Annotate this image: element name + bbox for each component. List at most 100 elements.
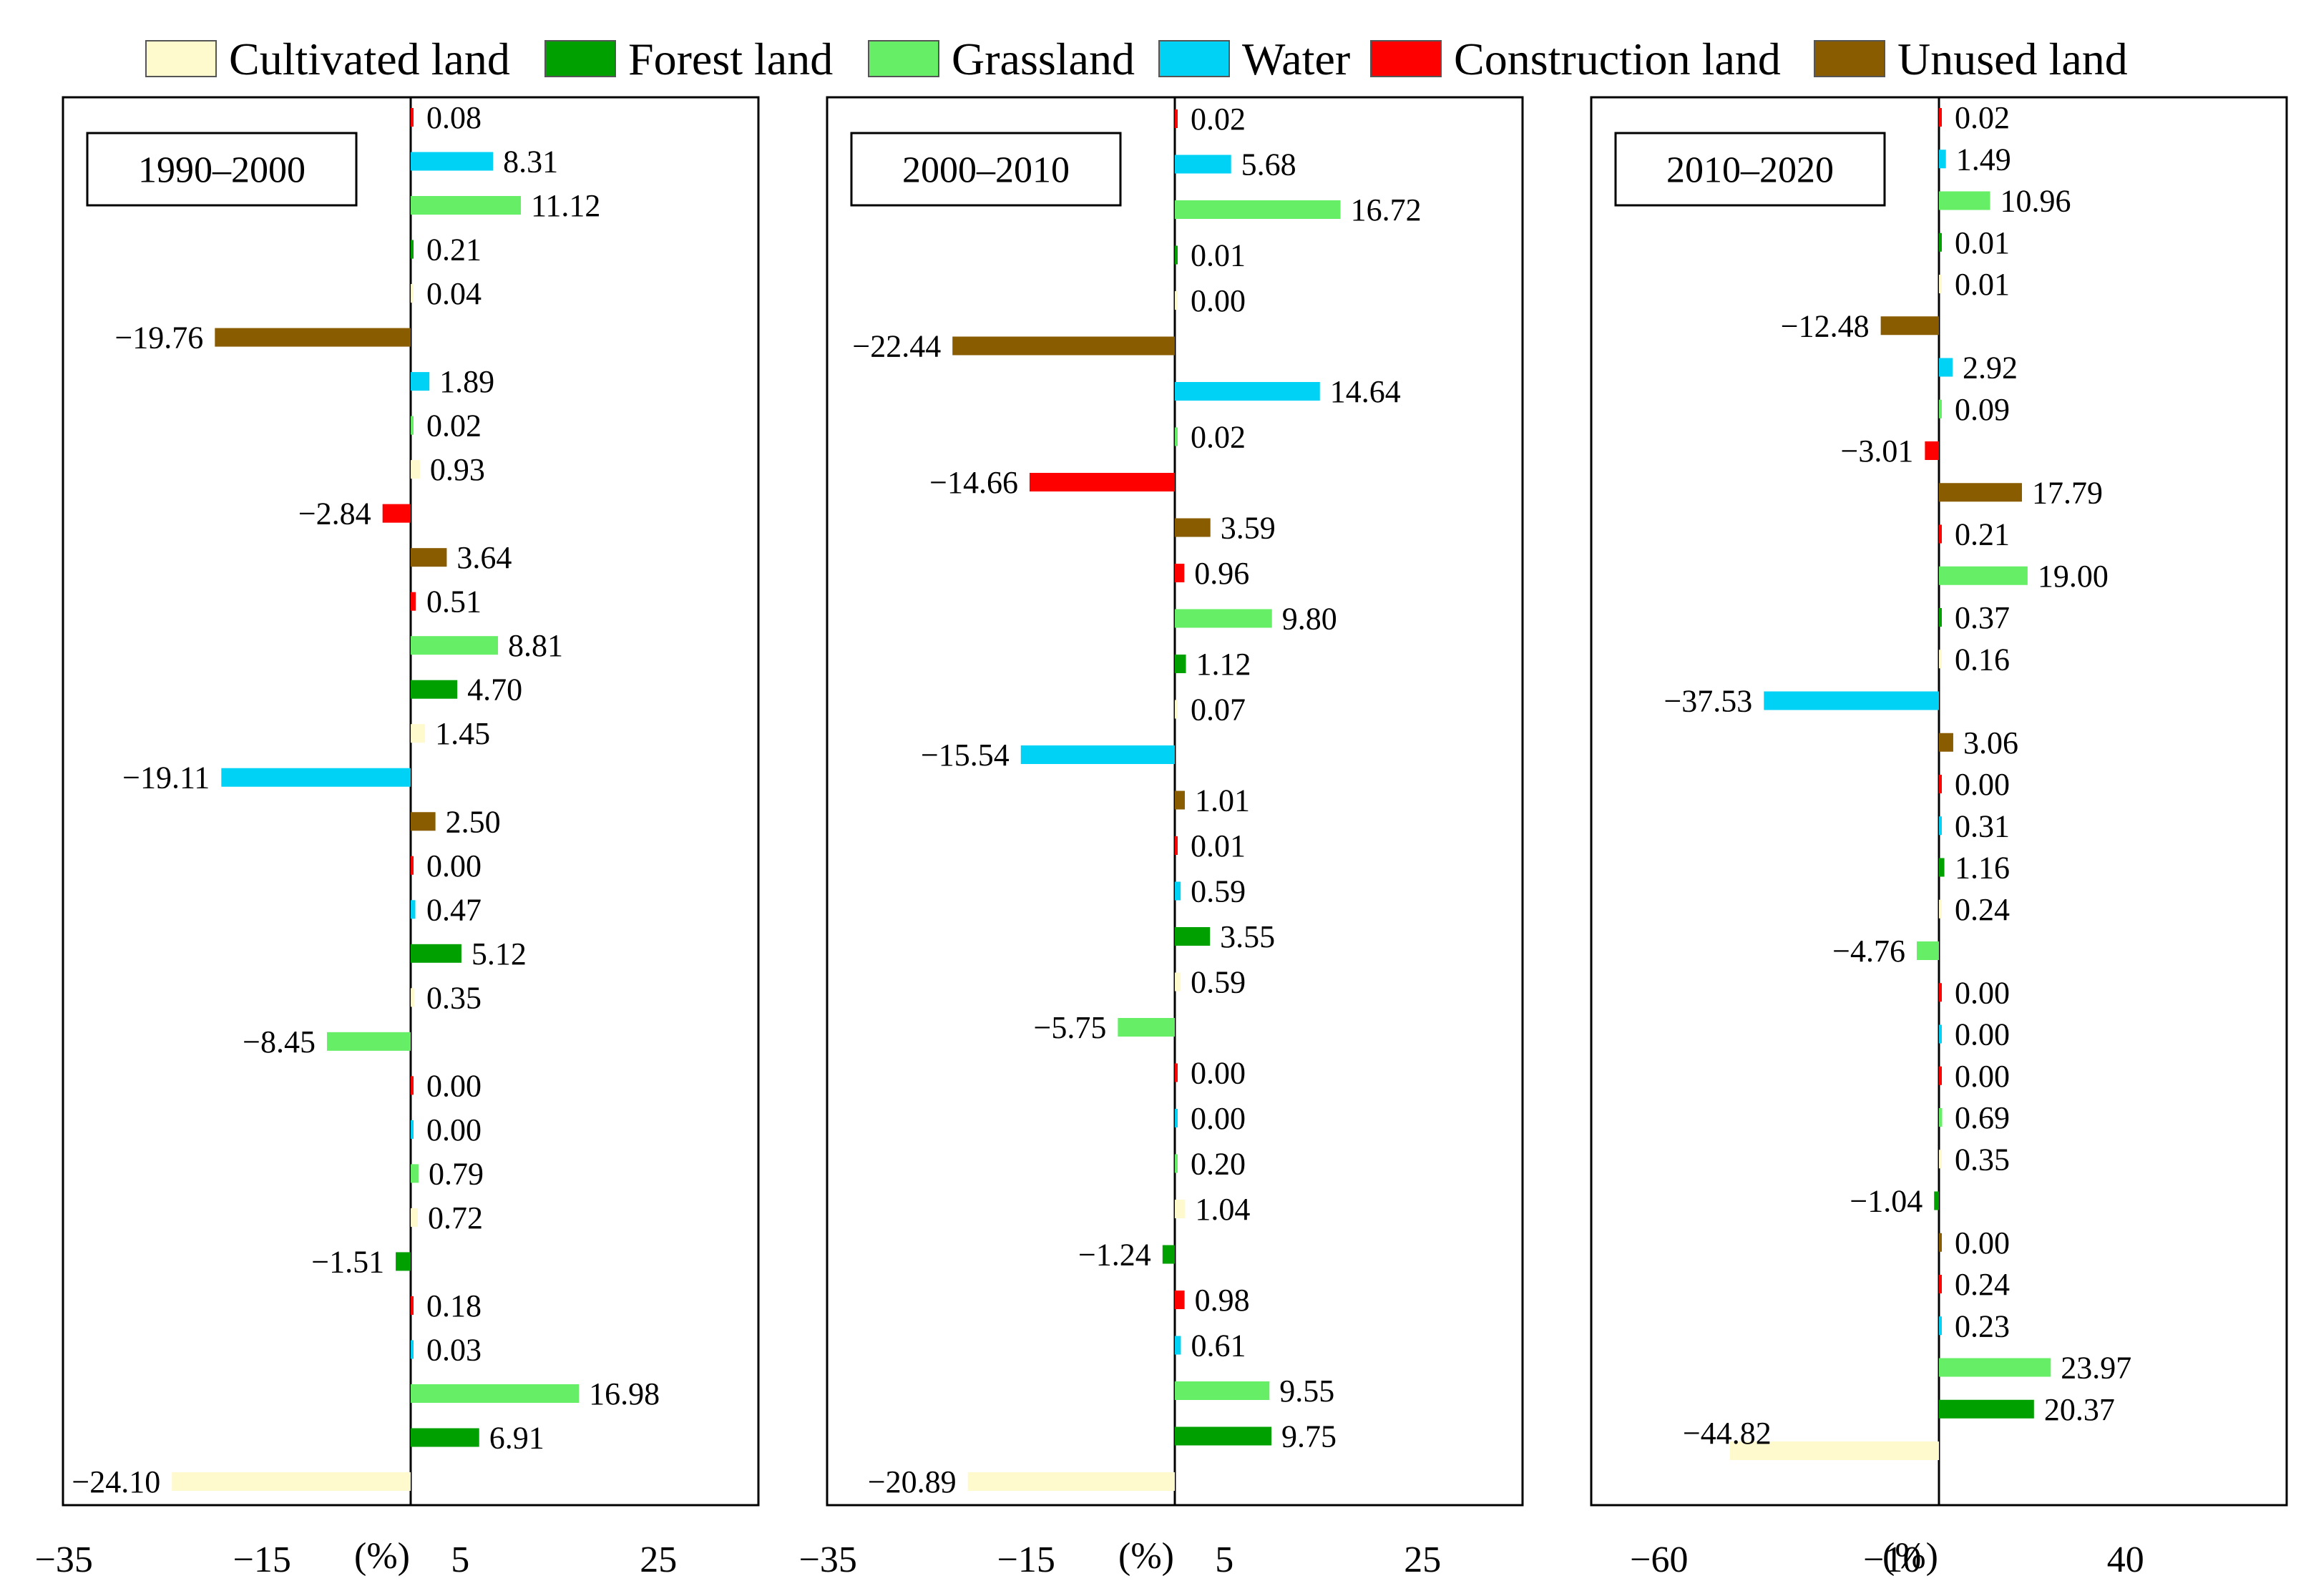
bar-value-label: 0.59 — [1191, 874, 1246, 909]
bar-grassland — [326, 1032, 411, 1051]
legend-label-construction: Construction land — [1454, 34, 1781, 84]
x-tick-label: −15 — [233, 1539, 291, 1580]
bar-value-label: 0.08 — [426, 100, 482, 135]
bar-forest — [411, 680, 458, 699]
bar-forest — [411, 240, 414, 259]
legend-label-grassland: Grassland — [952, 34, 1135, 84]
bar-value-label: 2.92 — [1963, 351, 2018, 386]
bar-value-label: 0.51 — [426, 584, 482, 620]
bar-construction — [1175, 564, 1185, 582]
bar-construction — [411, 856, 414, 875]
bar-construction — [1939, 983, 1942, 1002]
bar-value-label: 19.00 — [2038, 559, 2109, 594]
bar-grassland — [1175, 1381, 1270, 1400]
x-tick-label: −35 — [799, 1539, 857, 1580]
bar-forest — [1175, 927, 1211, 946]
legend-label-cultivated: Cultivated land — [229, 34, 510, 84]
bar-water — [1020, 745, 1175, 764]
period-label-box — [1614, 132, 1886, 207]
x-unit-label: (%) — [1118, 1536, 1174, 1577]
bar-value-label: 0.00 — [1955, 975, 2010, 1010]
bar-unused — [1939, 733, 1953, 752]
bar-value-label: 3.64 — [456, 540, 512, 575]
bar-value-label: 0.00 — [1191, 1101, 1246, 1136]
bar-value-label: 0.00 — [1191, 283, 1246, 318]
bar-cultivated — [1175, 1200, 1186, 1218]
bar-value-label: 23.97 — [2061, 1351, 2131, 1386]
bar-water — [1175, 1336, 1181, 1355]
bar-grassland — [1939, 399, 1942, 418]
bar-value-label: 0.00 — [426, 1068, 482, 1103]
x-unit-label: (%) — [1882, 1536, 1938, 1577]
bar-value-label: 9.75 — [1281, 1419, 1337, 1454]
bar-cultivated — [172, 1472, 411, 1491]
bar-unused — [1880, 316, 1939, 336]
bar-unused — [1939, 483, 2022, 502]
bar-forest — [1175, 245, 1178, 265]
panel-3: 2010–2020 −60 −10 40 (%) 0.02 1.49 10.96 0.01 0.0… — [1590, 96, 2288, 1580]
bar-value-label: 1.89 — [439, 364, 494, 399]
bar-grassland — [1939, 1358, 2051, 1377]
bar-water — [221, 768, 411, 787]
bar-value-label: 0.47 — [426, 892, 482, 927]
bar-forest — [411, 1428, 479, 1447]
panel-2: 2000–2010 −35 −15 5 25 (%) 0.02 5.68 16.72 0.01 0.… — [799, 96, 1524, 1580]
bar-value-label: 0.24 — [1955, 1267, 2010, 1302]
bar-value-label: 0.21 — [1955, 517, 2010, 552]
bar-value-label: −2.84 — [298, 496, 371, 532]
bar-value-label: 0.98 — [1195, 1283, 1250, 1318]
bar-water — [411, 1120, 414, 1139]
bar-grassland — [1175, 1154, 1178, 1173]
legend-label-unused: Unused land — [1897, 34, 2128, 84]
bar-value-label: 0.23 — [1955, 1308, 2010, 1343]
legend-label-forest: Forest land — [628, 34, 833, 84]
bar-value-label: 1.45 — [435, 716, 490, 751]
bar-value-label: 9.55 — [1279, 1374, 1334, 1409]
bar-construction — [1939, 1066, 1942, 1085]
bar-value-label: 17.79 — [2032, 475, 2103, 510]
bar-value-label: 0.37 — [1955, 600, 2010, 635]
bar-cultivated — [1939, 275, 1942, 293]
period-label: 2000–2010 — [902, 150, 1070, 191]
bar-grassland — [411, 196, 522, 215]
bar-forest — [1162, 1245, 1175, 1264]
bar-value-label: −3.01 — [1841, 434, 1914, 469]
bar-value-label: 14.64 — [1330, 374, 1401, 409]
bar-grassland — [411, 416, 414, 435]
bar-value-label: 0.01 — [1955, 225, 2010, 260]
bar-value-label: 16.72 — [1351, 192, 1422, 227]
bar-value-label: 0.72 — [428, 1200, 483, 1235]
bar-grassland — [1175, 200, 1341, 219]
bar-value-label: 0.16 — [1955, 642, 2010, 677]
bar-value-label: 0.02 — [1191, 420, 1246, 455]
bar-forest — [396, 1252, 411, 1271]
bar-value-label: −24.10 — [72, 1464, 160, 1499]
bar-value-label: −22.44 — [852, 329, 941, 364]
bar-construction — [1939, 775, 1942, 793]
bar-water — [411, 152, 494, 171]
bar-value-label: 0.00 — [426, 848, 482, 883]
bar-value-label: 0.69 — [1955, 1100, 2010, 1135]
bar-water — [1939, 1024, 1942, 1044]
bar-cultivated — [1175, 972, 1181, 992]
bar-value-label: 0.07 — [1191, 692, 1246, 728]
bar-value-label: −1.04 — [1850, 1184, 1922, 1219]
bar-value-label: −8.45 — [243, 1024, 316, 1059]
bar-construction — [382, 504, 411, 523]
bar-construction — [1175, 1063, 1178, 1082]
bar-value-label: 0.09 — [1955, 392, 2010, 427]
bar-value-label: 0.01 — [1191, 828, 1246, 863]
bar-value-label: −19.76 — [114, 320, 203, 356]
bar-forest — [1934, 1191, 1939, 1210]
x-tick-label: 25 — [640, 1539, 677, 1580]
bar-value-label: −12.48 — [1781, 308, 1870, 343]
bar-value-label: 3.06 — [1963, 725, 2018, 760]
bar-value-label: 0.59 — [1191, 965, 1246, 1000]
bar-value-label: 5.12 — [472, 936, 527, 971]
bar-value-label: 4.70 — [467, 672, 522, 708]
bar-value-label: −1.51 — [311, 1244, 384, 1279]
bar-grassland — [411, 1384, 580, 1403]
bar-value-label: 0.00 — [1955, 1225, 2010, 1260]
bar-value-label: 8.81 — [508, 628, 563, 663]
period-label-box — [850, 132, 1122, 207]
